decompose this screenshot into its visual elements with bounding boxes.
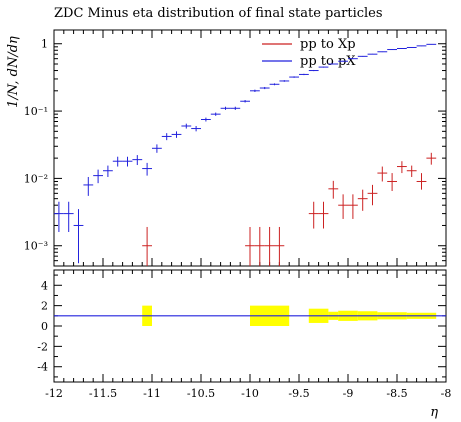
series-pp-to-xp: [142, 152, 437, 266]
chart-title: ZDC Minus eta distribution of final stat…: [54, 6, 383, 21]
x-tick-label: -12: [45, 387, 63, 400]
ratio-y-tick-label: 2: [41, 300, 48, 313]
ratio-y-tick-label: 0: [41, 320, 48, 333]
y-tick-label: 10⁻²: [24, 172, 48, 185]
y-tick-label: 10⁻³: [24, 240, 48, 253]
x-tick-label: -9: [343, 387, 354, 400]
legend-label: pp to pX: [300, 54, 356, 69]
x-tick-label: -10: [241, 387, 259, 400]
ratio-y-tick-label: -4: [37, 361, 48, 374]
ratio-y-tick-label: 4: [41, 279, 48, 292]
y-tick-label: 10⁻¹: [24, 105, 48, 118]
legend-label: pp to Xp: [300, 37, 356, 52]
x-tick-label: -11: [143, 387, 161, 400]
x-tick-label: -8: [441, 387, 452, 400]
ratio-y-tick-label: -2: [37, 340, 48, 353]
x-tick-label: -11.5: [89, 387, 117, 400]
y-tick-label: 1: [41, 38, 48, 51]
series-pp-to-px: [54, 43, 437, 264]
x-tick-label: -10.5: [187, 387, 215, 400]
legend: pp to Xp pp to pX: [262, 37, 356, 69]
y-axis-label: 1/N, dN/dη: [6, 36, 21, 108]
x-tick-label: -8.5: [386, 387, 407, 400]
x-tick-label: -9.5: [288, 387, 309, 400]
x-axis-label: η: [430, 405, 438, 420]
